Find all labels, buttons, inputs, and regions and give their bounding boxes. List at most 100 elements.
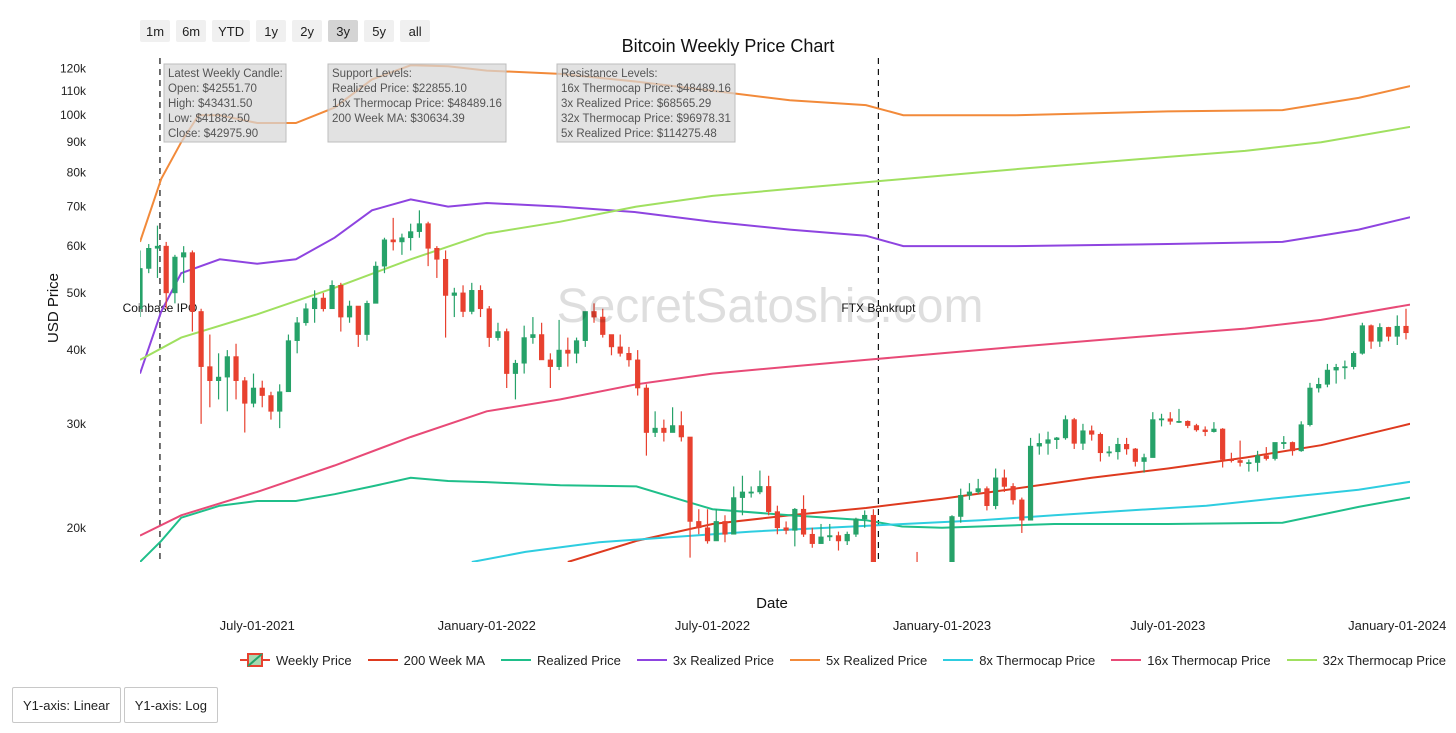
candle	[189, 250, 195, 332]
legend-item-200-week-ma[interactable]: 200 Week MA	[367, 652, 486, 668]
candle	[1202, 426, 1208, 437]
candle	[181, 246, 187, 283]
legend-item-32x-thermocap-price[interactable]: 32x Thermocap Price	[1286, 653, 1446, 668]
candle	[1019, 497, 1025, 533]
candle	[889, 566, 894, 586]
candle	[1351, 351, 1357, 370]
candles-layer	[140, 210, 1426, 586]
candle	[635, 350, 641, 396]
candle	[1124, 437, 1130, 455]
candle	[1333, 363, 1339, 384]
candle	[731, 486, 737, 535]
candle	[818, 523, 824, 544]
candle	[1412, 331, 1417, 359]
legend-label: Weekly Price	[276, 652, 352, 668]
annotation-label: FTX Bankrupt	[841, 301, 916, 315]
candle	[1263, 447, 1269, 461]
x-tick-label: July-01-2023	[1130, 618, 1205, 633]
candle	[966, 483, 973, 500]
candle	[277, 384, 283, 429]
range-button-1m[interactable]: 1m	[140, 20, 171, 42]
candle	[565, 337, 571, 367]
candle	[521, 325, 527, 374]
candle	[408, 223, 414, 251]
candle	[608, 334, 615, 356]
range-button-2y[interactable]: 2y	[292, 20, 323, 42]
candle	[652, 411, 658, 437]
candle	[146, 244, 152, 274]
candle	[582, 311, 588, 347]
range-button-all[interactable]: all	[400, 20, 431, 42]
y-tick-label: 120k	[60, 61, 87, 75]
candle	[1045, 431, 1051, 455]
legend-label: 8x Thermocap Price	[979, 652, 1096, 668]
range-selector: 1m 6m YTD 1y 2y 3y 5y all	[140, 20, 431, 42]
candle	[1228, 452, 1234, 463]
candle	[897, 563, 902, 572]
candle	[1377, 323, 1383, 347]
legend-item-5x-realized-price[interactable]: 5x Realized Price	[790, 653, 927, 668]
candle	[172, 254, 178, 304]
watermark: SecretSatoshis.com	[557, 280, 984, 333]
candle	[696, 509, 702, 535]
candle	[1080, 423, 1086, 450]
candle	[617, 334, 623, 357]
candle	[923, 568, 928, 577]
candle	[862, 510, 868, 528]
candle	[880, 569, 885, 585]
chart-legend: Weekly Price 200 Week MA Realized Price 3x …	[240, 652, 1446, 668]
candle	[1010, 483, 1016, 505]
candle	[1403, 308, 1409, 340]
candle	[1324, 363, 1331, 388]
candle	[870, 509, 877, 562]
candle	[800, 495, 807, 537]
candle	[460, 285, 466, 318]
candle	[573, 337, 580, 364]
x-tick-label: July-01-2022	[675, 618, 750, 633]
info-box-line: 16x Thermocap Price: $48489.16	[561, 83, 731, 95]
candle	[1385, 326, 1392, 342]
series-line-realized-price	[140, 476, 1410, 562]
x-tick-label: July-01-2021	[220, 618, 295, 633]
candle	[669, 407, 676, 433]
range-button-ytd[interactable]: YTD	[212, 20, 251, 42]
chart-title: Bitcoin Weekly Price Chart	[622, 36, 835, 56]
range-button-5y[interactable]: 5y	[364, 20, 395, 42]
candle	[477, 285, 484, 318]
legend-item-3x-realized-price[interactable]: 3x Realized Price	[636, 653, 774, 668]
candle	[556, 319, 562, 371]
legend-item-16x-thermocap-price[interactable]: 16x Thermocap Price	[1111, 653, 1271, 668]
range-button-6m[interactable]: 6m	[176, 20, 207, 42]
candle	[766, 475, 772, 516]
candle	[1359, 322, 1365, 355]
candle	[355, 305, 361, 347]
range-button-3y[interactable]: 3y	[328, 20, 359, 42]
candle	[844, 531, 850, 545]
candle	[949, 515, 955, 562]
candle	[242, 377, 248, 433]
axis-button-y1-axis-linear[interactable]: Y1-axis: Linear	[12, 687, 121, 723]
candle	[704, 509, 711, 544]
info-box-line: Open: $42551.70	[168, 83, 257, 95]
legend-item-weekly-price[interactable]: Weekly Price	[240, 652, 352, 668]
candle	[1289, 441, 1296, 456]
x-axis-label: Date	[756, 595, 788, 612]
candle	[1001, 469, 1007, 492]
legend-item-8x-thermocap-price[interactable]: 8x Thermocap Price	[943, 653, 1095, 668]
range-button-1y[interactable]: 1y	[256, 20, 287, 42]
legend-label: Realized Price	[537, 652, 621, 668]
candle	[512, 359, 519, 400]
candle	[1036, 433, 1042, 455]
candle	[1185, 420, 1191, 429]
axis-button-y1-axis-log[interactable]: Y1-axis: Log	[123, 687, 218, 723]
candle	[993, 468, 999, 510]
legend-label: 200 Week MA	[403, 652, 486, 668]
info-box-line: 200 Week MA: $30634.39	[332, 113, 465, 125]
candle	[835, 531, 842, 551]
y-tick-label: 80k	[67, 165, 87, 179]
legend-swatch-icon	[367, 659, 398, 661]
candle	[1027, 437, 1034, 521]
candle	[1054, 436, 1060, 449]
candle	[1421, 336, 1426, 353]
legend-item-realized-price[interactable]: Realized Price	[501, 653, 621, 668]
